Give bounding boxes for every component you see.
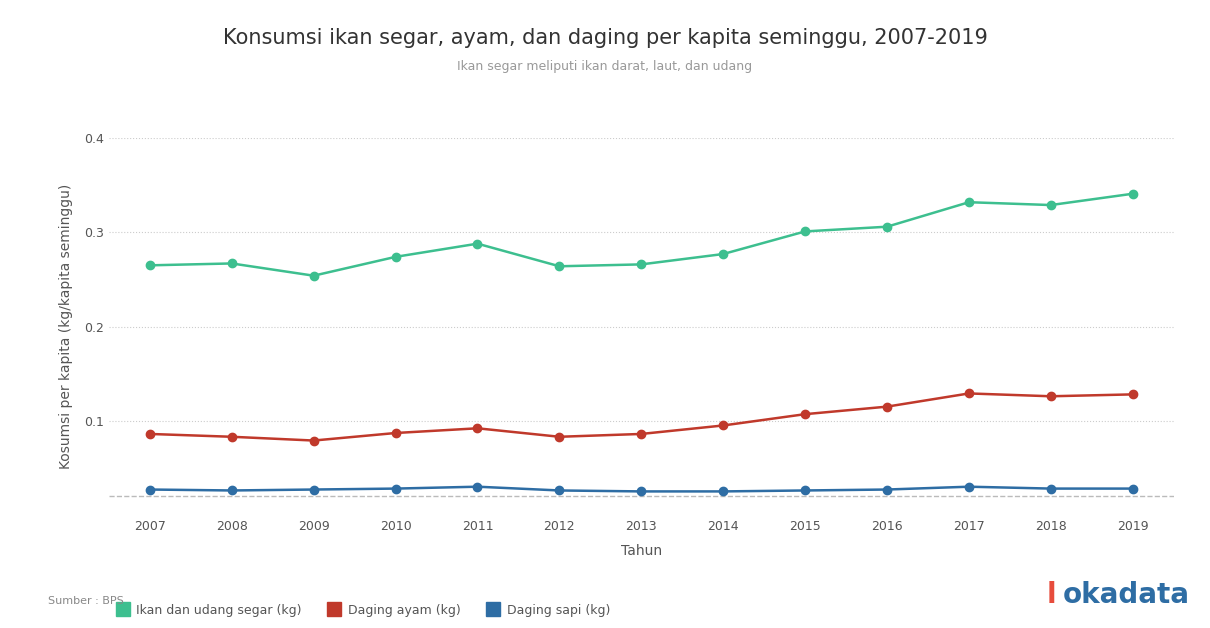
Text: okadata: okadata — [1062, 581, 1189, 609]
X-axis label: Tahun: Tahun — [621, 544, 662, 558]
Legend: Ikan dan udang segar (kg), Daging ayam (kg), Daging sapi (kg): Ikan dan udang segar (kg), Daging ayam (… — [115, 604, 611, 617]
Text: Sumber : BPS: Sumber : BPS — [48, 596, 125, 606]
Text: l: l — [1047, 581, 1056, 609]
Text: Konsumsi ikan segar, ayam, dan daging per kapita seminggu, 2007-2019: Konsumsi ikan segar, ayam, dan daging pe… — [223, 28, 987, 48]
Y-axis label: Kosumsi per kapita (kg/kapita seminggu): Kosumsi per kapita (kg/kapita seminggu) — [59, 184, 73, 469]
Text: Ikan segar meliputi ikan darat, laut, dan udang: Ikan segar meliputi ikan darat, laut, da… — [457, 60, 753, 73]
